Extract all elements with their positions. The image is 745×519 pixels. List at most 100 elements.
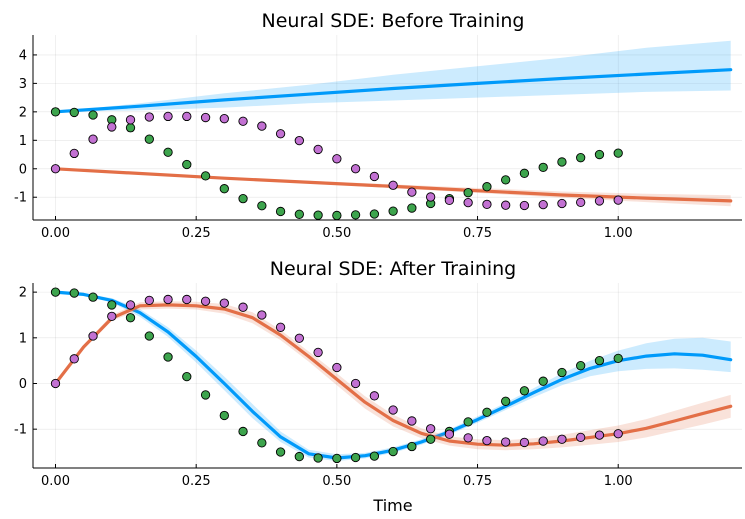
mean-line-1 [53, 68, 733, 114]
data-point [407, 441, 417, 452]
data-point [613, 148, 623, 158]
confidence-band-0 [55, 40, 731, 112]
y-tick-label: 3 [19, 77, 27, 92]
data-point [594, 149, 605, 160]
data-point [238, 194, 248, 204]
data-point [313, 144, 323, 155]
data-point [538, 376, 548, 386]
data-point [463, 197, 473, 208]
data-point [594, 356, 605, 366]
y-tick-label: 0 [19, 377, 27, 392]
data-point [557, 367, 567, 378]
data-point [238, 116, 248, 126]
data-point [182, 111, 192, 122]
data-point [350, 164, 361, 174]
x-tick-label: 0.75 [463, 226, 492, 241]
y-tick-label: -1 [14, 191, 27, 206]
data-point [369, 451, 380, 461]
data-point [69, 148, 79, 159]
data-point [275, 447, 286, 457]
data-point [332, 453, 342, 464]
data-point [294, 333, 304, 343]
y-tick-label: 4 [19, 48, 27, 63]
data-point [388, 206, 398, 216]
data-point [538, 436, 548, 446]
data-point [463, 188, 473, 198]
data-point [144, 112, 154, 122]
data-point [275, 322, 286, 332]
data-point [144, 134, 154, 144]
data-point [238, 302, 248, 312]
data-point [88, 134, 98, 144]
data-point [407, 203, 417, 213]
data-point [69, 107, 79, 118]
data-point [594, 430, 605, 440]
data-point [182, 371, 192, 382]
data-point [350, 210, 361, 220]
data-point [407, 187, 417, 197]
plot-area [50, 40, 733, 220]
y-tick-label: 0 [19, 162, 27, 177]
data-point [69, 354, 79, 364]
x-tick-label: 0.50 [322, 226, 351, 241]
data-point [557, 434, 567, 444]
x-tick-label: 0.75 [463, 474, 492, 489]
data-point [200, 171, 211, 181]
data-point [519, 200, 530, 211]
data-point [50, 287, 61, 297]
chart-title-before: Neural SDE: Before Training [262, 10, 525, 32]
plot-area [50, 287, 733, 464]
data-point [350, 378, 361, 389]
data-point [557, 157, 567, 167]
data-point [613, 195, 623, 205]
subplot-after-training: Neural SDE: After Training 0.00 0.25 0.50 0… [14, 258, 742, 489]
data-point [275, 206, 286, 217]
data-point [275, 129, 286, 139]
y-tick-label: 1 [19, 331, 27, 346]
data-point [107, 300, 117, 310]
x-tick-label: 0.25 [182, 474, 211, 489]
data-point [388, 405, 398, 415]
data-point [182, 294, 192, 305]
data-point [257, 121, 267, 131]
data-point [238, 426, 248, 437]
data-point [576, 153, 586, 163]
data-point [426, 424, 436, 434]
data-point [107, 122, 117, 132]
x-tick-label: 0.50 [322, 474, 351, 489]
data-point [444, 195, 455, 206]
data-point [182, 159, 192, 170]
data-point [219, 184, 229, 194]
data-point [107, 311, 117, 321]
x-axis-label-time: Time [372, 496, 412, 515]
data-point [125, 300, 136, 310]
data-point [613, 429, 623, 439]
chart-title-after: Neural SDE: After Training [270, 258, 517, 280]
data-point [369, 209, 380, 219]
data-point [313, 210, 323, 220]
data-point [482, 182, 492, 192]
subplot-before-training: Neural SDE: Before Training 0.00 0.25 0.50… [14, 10, 742, 241]
data-point [219, 114, 229, 124]
data-point [332, 210, 342, 220]
data-point [576, 197, 586, 208]
data-point [369, 391, 380, 401]
data-point [50, 107, 61, 117]
data-point [613, 353, 623, 364]
data-point [426, 192, 436, 202]
data-point [219, 410, 229, 421]
data-point [69, 288, 79, 298]
data-point [200, 390, 211, 400]
data-point [519, 386, 530, 396]
data-point [294, 451, 304, 462]
data-point [163, 294, 173, 305]
data-point [369, 171, 380, 182]
data-point [388, 446, 398, 457]
data-point [313, 347, 323, 358]
x-tick-label: 0.00 [41, 474, 70, 489]
data-point [519, 437, 530, 448]
data-point [594, 196, 605, 206]
data-point [50, 378, 61, 389]
data-point [125, 115, 136, 125]
data-point [576, 361, 586, 371]
